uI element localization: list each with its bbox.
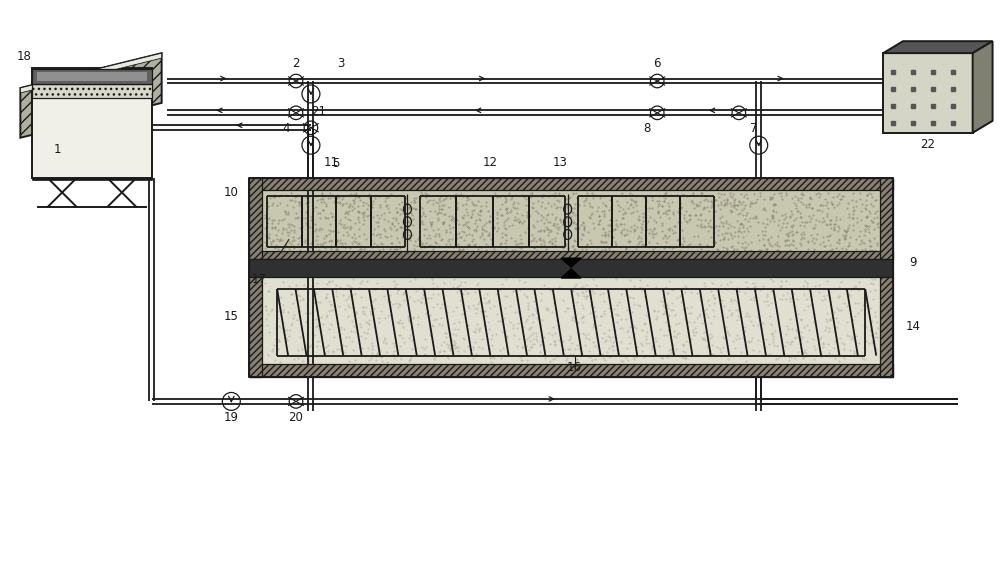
Text: 15: 15 bbox=[224, 310, 239, 323]
Polygon shape bbox=[649, 108, 665, 117]
Text: 19: 19 bbox=[224, 411, 239, 424]
Bar bbox=[249, 277, 262, 376]
Polygon shape bbox=[288, 108, 304, 117]
Polygon shape bbox=[649, 108, 665, 117]
Bar bbox=[880, 277, 893, 376]
Bar bbox=[32, 69, 152, 84]
Polygon shape bbox=[288, 397, 304, 406]
Bar bbox=[249, 177, 893, 376]
Polygon shape bbox=[649, 77, 665, 86]
Text: 22: 22 bbox=[920, 138, 935, 151]
Polygon shape bbox=[288, 397, 304, 406]
Text: 8: 8 bbox=[644, 122, 651, 136]
Bar bbox=[880, 177, 893, 259]
Text: 3: 3 bbox=[337, 57, 344, 70]
Polygon shape bbox=[303, 124, 319, 132]
Text: 17: 17 bbox=[252, 273, 267, 286]
Polygon shape bbox=[561, 258, 581, 267]
Bar bbox=[262, 191, 880, 257]
Text: 2: 2 bbox=[292, 57, 300, 70]
Text: 4: 4 bbox=[282, 122, 290, 136]
Text: 16: 16 bbox=[567, 361, 582, 374]
Bar bbox=[249, 363, 893, 376]
Text: 6: 6 bbox=[653, 57, 661, 70]
Text: 11: 11 bbox=[323, 156, 338, 169]
Polygon shape bbox=[288, 108, 304, 117]
Bar bbox=[32, 68, 152, 177]
Text: 12: 12 bbox=[483, 156, 498, 169]
Polygon shape bbox=[20, 53, 162, 93]
Text: 9: 9 bbox=[909, 256, 917, 269]
Bar bbox=[883, 53, 973, 133]
Text: 13: 13 bbox=[552, 156, 567, 169]
Polygon shape bbox=[731, 108, 747, 117]
Polygon shape bbox=[288, 77, 304, 86]
Bar bbox=[32, 177, 152, 180]
Text: 21: 21 bbox=[311, 105, 326, 119]
Bar bbox=[249, 177, 262, 259]
Text: 1: 1 bbox=[53, 143, 61, 156]
Polygon shape bbox=[973, 41, 993, 133]
Bar bbox=[249, 259, 893, 277]
Polygon shape bbox=[731, 108, 747, 117]
Bar bbox=[37, 72, 147, 81]
Polygon shape bbox=[20, 53, 162, 138]
Text: 10: 10 bbox=[224, 186, 239, 199]
Bar bbox=[249, 177, 893, 191]
Polygon shape bbox=[288, 77, 304, 86]
Polygon shape bbox=[883, 41, 993, 53]
Bar bbox=[262, 277, 880, 363]
Polygon shape bbox=[561, 269, 581, 278]
Polygon shape bbox=[303, 124, 319, 132]
Polygon shape bbox=[649, 77, 665, 86]
Text: 5: 5 bbox=[332, 156, 339, 170]
Text: 18: 18 bbox=[17, 50, 32, 62]
Text: 14: 14 bbox=[905, 320, 920, 333]
Text: 7: 7 bbox=[750, 122, 758, 136]
Bar bbox=[249, 251, 893, 259]
Text: 20: 20 bbox=[289, 411, 303, 424]
Bar bbox=[32, 84, 152, 98]
